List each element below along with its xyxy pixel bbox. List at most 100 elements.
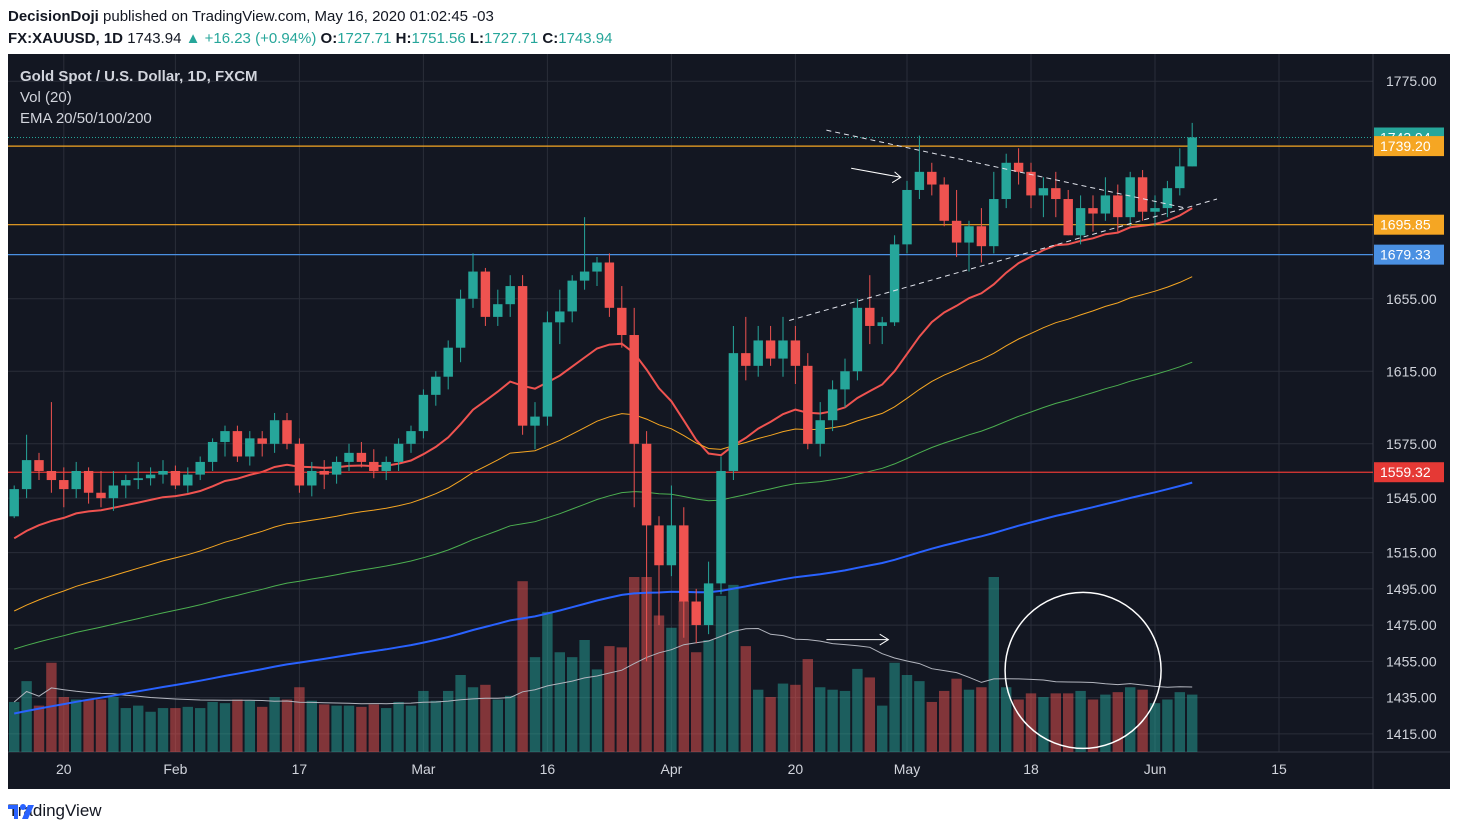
- volume-bar: [1112, 692, 1124, 752]
- volume-bar: [331, 705, 342, 752]
- volume-bar: [1050, 693, 1062, 752]
- volume-bar: [70, 699, 82, 752]
- chart-pane[interactable]: 1743.941739.201695.851679.331559.321415.…: [8, 54, 1450, 789]
- price-tick-label: 1775.00: [1386, 73, 1437, 89]
- volume-bar: [1013, 699, 1024, 752]
- candle-body: [852, 307, 863, 372]
- time-tick-label: Mar: [411, 761, 435, 777]
- level-price-label-bg: [1374, 244, 1444, 265]
- candle-body: [1100, 195, 1111, 214]
- level-price-label: 1679.33: [1380, 247, 1431, 263]
- volume-bar: [951, 678, 962, 752]
- candle-body: [9, 489, 19, 517]
- candle-body: [1175, 166, 1185, 189]
- volume-bar: [318, 704, 330, 752]
- volume-bar: [963, 689, 975, 752]
- legend-volume[interactable]: Vol (20): [20, 89, 72, 106]
- tradingview-icon: [8, 804, 34, 819]
- candle-body: [1162, 188, 1173, 209]
- candle-body: [1063, 199, 1073, 236]
- candle-body: [1113, 195, 1123, 218]
- level-price-label: 1695.85: [1380, 217, 1431, 233]
- candle-body: [691, 601, 701, 626]
- candle-body: [356, 452, 367, 462]
- volume-bar: [194, 708, 206, 752]
- candle-body: [555, 311, 565, 323]
- low-value: 1727.71: [484, 30, 539, 47]
- price-tick-label: 1415.00: [1386, 726, 1437, 742]
- chart-legend: Gold Spot / U.S. Dollar, 1D, FXCM Vol (2…: [20, 66, 258, 129]
- candle-body: [790, 340, 801, 366]
- candle-body: [592, 262, 602, 272]
- volume-bar: [269, 697, 280, 752]
- candle-body: [927, 171, 937, 185]
- highlight-circle: [1004, 591, 1162, 750]
- candle-body: [34, 460, 44, 471]
- volume-bar: [988, 577, 1000, 752]
- candle-body: [245, 438, 255, 457]
- volume-bar: [827, 689, 838, 752]
- time-tick-label: 20: [788, 761, 804, 777]
- time-tick-label: 20: [56, 761, 72, 777]
- legend-title[interactable]: Gold Spot / U.S. Dollar, 1D, FXCM: [20, 68, 258, 85]
- candle-body: [827, 389, 838, 421]
- candle-body: [617, 307, 627, 336]
- volume-bar: [380, 708, 392, 752]
- candle-body: [220, 431, 230, 442]
- volume-bar: [356, 706, 367, 752]
- candle-body: [902, 189, 912, 245]
- tradingview-logo[interactable]: TradingView: [8, 801, 102, 821]
- published-text: published on TradingView.com, May 16, 20…: [103, 8, 494, 25]
- volume-bar: [232, 699, 243, 752]
- volume-bar: [591, 669, 603, 752]
- symbol-info: FX:XAUUSD, 1D 1743.94 ▲ +16.23 (+0.94%) …: [8, 30, 612, 47]
- candle-body: [257, 438, 267, 444]
- candle-body: [604, 262, 615, 308]
- close-value: 1743.94: [558, 30, 613, 47]
- candle-body: [282, 420, 292, 444]
- close-label: C:: [542, 30, 559, 47]
- candle-body: [46, 470, 57, 481]
- volume-bar: [839, 690, 851, 752]
- time-tick-label: Feb: [163, 761, 187, 777]
- volume-bar: [207, 701, 218, 752]
- candle-body: [765, 340, 776, 359]
- volume-bar: [83, 699, 94, 752]
- candle-body: [158, 470, 168, 475]
- candle-body: [1001, 162, 1011, 200]
- candle-body: [381, 461, 391, 471]
- publisher-name[interactable]: DecisionDoji: [8, 8, 99, 25]
- ema-100-line: [14, 361, 1193, 650]
- price-tick-label: 1435.00: [1386, 690, 1437, 706]
- candle-body: [145, 474, 156, 479]
- volume-bar: [604, 646, 615, 752]
- support-trendline: [789, 198, 1218, 321]
- candle-body: [331, 461, 342, 475]
- volume-bar: [33, 705, 45, 752]
- price-chart[interactable]: 1743.941739.201695.851679.331559.321415.…: [8, 54, 1450, 789]
- symbol-name: FX:XAUUSD, 1D: [8, 30, 124, 47]
- volume-bar: [480, 684, 491, 752]
- price-tick-label: 1575.00: [1386, 436, 1437, 452]
- volume-bar: [864, 677, 876, 752]
- volume-bar: [343, 705, 355, 752]
- volume-bar: [1000, 687, 1012, 752]
- candle-body: [83, 470, 94, 493]
- legend-ema[interactable]: EMA 20/50/100/200: [20, 110, 152, 127]
- volume-bar: [914, 681, 925, 752]
- time-tick-label: 15: [1271, 761, 1287, 777]
- candle-body: [505, 286, 515, 305]
- candle-body: [431, 376, 441, 395]
- time-tick-label: 17: [292, 761, 308, 777]
- volume-bar: [145, 711, 156, 752]
- volume-bar: [455, 675, 466, 752]
- candle-body: [207, 441, 218, 462]
- volume-bar: [628, 577, 640, 752]
- candle-body: [1026, 171, 1036, 196]
- volume-bar: [182, 706, 194, 752]
- candle-body: [517, 286, 528, 426]
- candle-body: [914, 171, 925, 190]
- level-price-label-bg: [1374, 214, 1444, 235]
- candle-body: [976, 226, 987, 247]
- arrow-annotation: [851, 167, 901, 178]
